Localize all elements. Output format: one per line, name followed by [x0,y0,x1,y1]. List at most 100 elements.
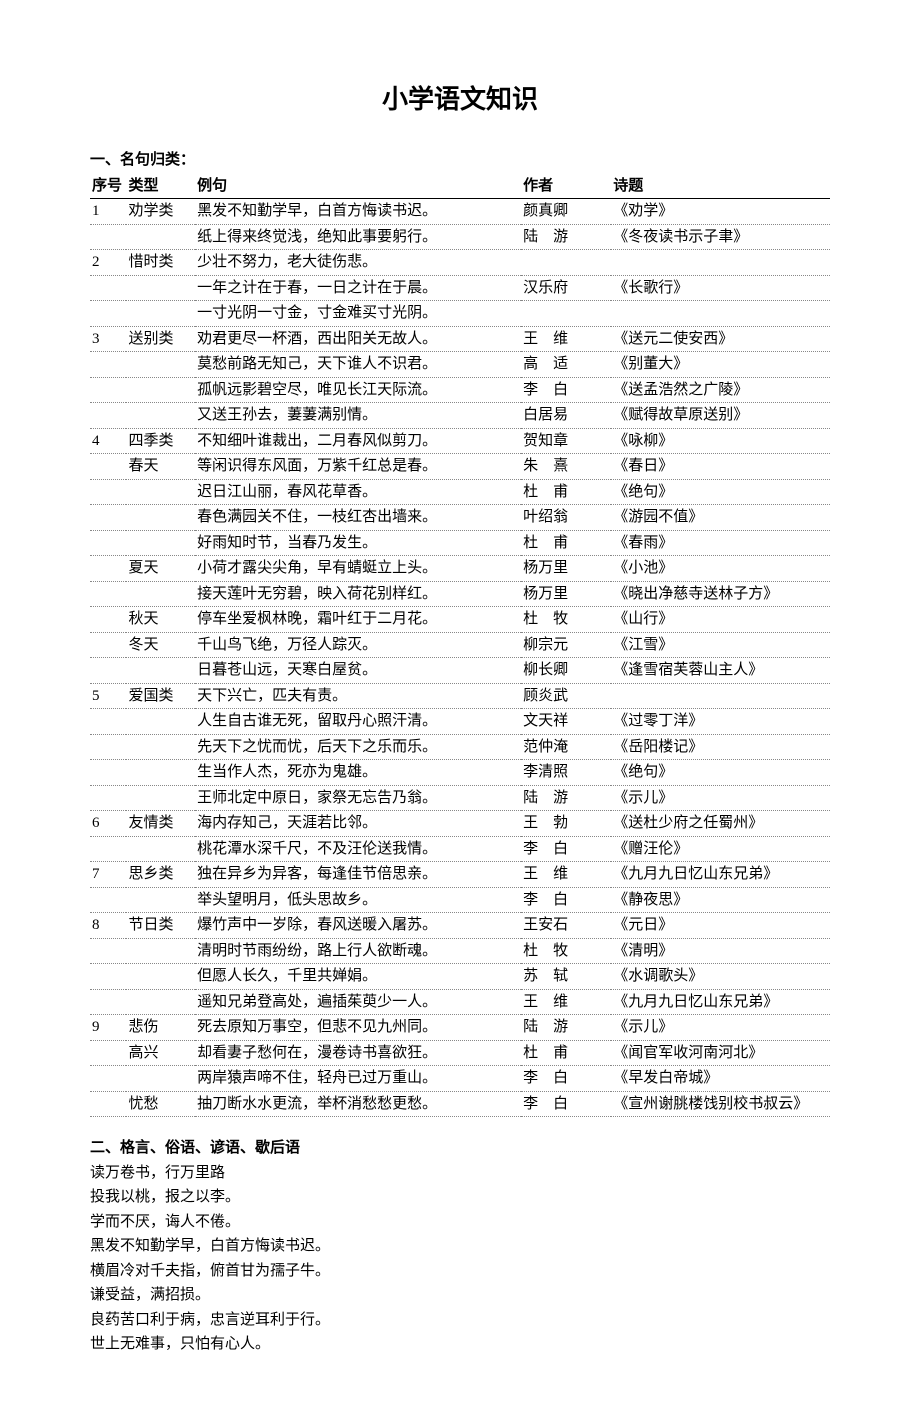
cell-author: 颜真卿 [521,199,611,225]
table-row: 接天莲叶无穷碧，映入荷花别样红。杨万里《晓出净慈寺送林子方》 [90,581,830,607]
cell-type [126,581,195,607]
cell-num [90,505,126,531]
cell-num [90,352,126,378]
cell-num [90,632,126,658]
cell-type: 四季类 [126,428,195,454]
cell-title: 《过零丁洋》 [611,709,830,735]
cell-author: 李 白 [521,836,611,862]
cell-author: 朱 熹 [521,454,611,480]
cell-author: 李 白 [521,1066,611,1092]
header-type: 类型 [126,174,195,199]
table-row: 1劝学类黑发不知勤学早，白首方悔读书迟。颜真卿《劝学》 [90,199,830,225]
cell-num [90,581,126,607]
table-row: 秋天停车坐爱枫林晚，霜叶红于二月花。杜 牧《山行》 [90,607,830,633]
cell-title [611,250,830,276]
cell-num: 1 [90,199,126,225]
cell-sentence: 王师北定中原日，家祭无忘告乃翁。 [195,785,521,811]
cell-num [90,760,126,786]
table-row: 冬天千山鸟飞绝，万径人踪灭。柳宗元《江雪》 [90,632,830,658]
cell-num: 8 [90,913,126,939]
table-row: 举头望明月，低头思故乡。李 白《静夜思》 [90,887,830,913]
cell-sentence: 两岸猿声啼不住，轻舟已过万重山。 [195,1066,521,1092]
cell-sentence: 一年之计在于春，一日之计在于晨。 [195,275,521,301]
cell-title [611,301,830,327]
cell-author: 文天祥 [521,709,611,735]
cell-num [90,607,126,633]
cell-author: 范仲淹 [521,734,611,760]
cell-title: 《宣州谢朓楼饯别校书叔云》 [611,1091,830,1117]
cell-sentence: 一寸光阴一寸金，寸金难买寸光阴。 [195,301,521,327]
cell-type [126,836,195,862]
table-row: 孤帆远影碧空尽，唯见长江天际流。李 白《送孟浩然之广陵》 [90,377,830,403]
cell-sentence: 日暮苍山远，天寒白屋贫。 [195,658,521,684]
cell-title: 《江雪》 [611,632,830,658]
cell-author [521,301,611,327]
cell-num [90,989,126,1015]
table-row: 夏天小荷才露尖尖角，早有蜻蜓立上头。杨万里《小池》 [90,556,830,582]
cell-num: 2 [90,250,126,276]
cell-author: 王 维 [521,989,611,1015]
cell-author: 王 勃 [521,811,611,837]
cell-num [90,709,126,735]
cell-sentence: 死去原知万事空，但悲不见九州同。 [195,1015,521,1041]
table-row: 高兴却看妻子愁何在，漫卷诗书喜欲狂。杜 甫《闻官军收河南河北》 [90,1040,830,1066]
cell-sentence: 生当作人杰，死亦为鬼雄。 [195,760,521,786]
cell-author: 贺知章 [521,428,611,454]
cell-type: 高兴 [126,1040,195,1066]
quotes-table: 序号 类型 例句 作者 诗题 1劝学类黑发不知勤学早，白首方悔读书迟。颜真卿《劝… [90,174,830,1118]
cell-num [90,785,126,811]
cell-sentence: 小荷才露尖尖角，早有蜻蜓立上头。 [195,556,521,582]
cell-num [90,836,126,862]
cell-type: 友情类 [126,811,195,837]
table-row: 又送王孙去，萋萋满别情。白居易《赋得故草原送别》 [90,403,830,429]
cell-author: 杜 甫 [521,1040,611,1066]
cell-author: 高 适 [521,352,611,378]
cell-title: 《别董大》 [611,352,830,378]
cell-title: 《长歌行》 [611,275,830,301]
cell-type: 惜时类 [126,250,195,276]
cell-title: 《咏柳》 [611,428,830,454]
cell-type [126,224,195,250]
cell-author: 苏 轼 [521,964,611,990]
cell-sentence: 好雨知时节，当春乃发生。 [195,530,521,556]
cell-type [126,658,195,684]
cell-author: 王 维 [521,862,611,888]
cell-sentence: 天下兴亡，匹夫有责。 [195,683,521,709]
cell-type [126,352,195,378]
cell-num: 5 [90,683,126,709]
cell-sentence: 海内存知己，天涯若比邻。 [195,811,521,837]
saying-line: 世上无难事，只怕有心人。 [90,1333,830,1356]
cell-title: 《九月九日忆山东兄弟》 [611,862,830,888]
cell-title: 《清明》 [611,938,830,964]
table-row: 迟日江山丽，春风花草香。杜 甫《绝句》 [90,479,830,505]
cell-num [90,1066,126,1092]
cell-sentence: 举头望明月，低头思故乡。 [195,887,521,913]
cell-sentence: 清明时节雨纷纷，路上行人欲断魂。 [195,938,521,964]
cell-author: 叶绍翁 [521,505,611,531]
cell-title: 《春雨》 [611,530,830,556]
table-row: 7思乡类独在异乡为异客，每逢佳节倍思亲。王 维《九月九日忆山东兄弟》 [90,862,830,888]
cell-title: 《静夜思》 [611,887,830,913]
table-row: 好雨知时节，当春乃发生。杜 甫《春雨》 [90,530,830,556]
cell-num [90,1091,126,1117]
cell-author: 杨万里 [521,556,611,582]
cell-num [90,377,126,403]
cell-num [90,224,126,250]
cell-author: 王安石 [521,913,611,939]
cell-type: 悲伤 [126,1015,195,1041]
cell-sentence: 又送王孙去，萋萋满别情。 [195,403,521,429]
table-row: 日暮苍山远，天寒白屋贫。柳长卿《逢雪宿芙蓉山主人》 [90,658,830,684]
cell-title: 《春日》 [611,454,830,480]
cell-type: 劝学类 [126,199,195,225]
cell-title: 《绝句》 [611,760,830,786]
header-sentence: 例句 [195,174,521,199]
cell-sentence: 停车坐爱枫林晚，霜叶红于二月花。 [195,607,521,633]
table-header-row: 序号 类型 例句 作者 诗题 [90,174,830,199]
table-row: 4四季类不知细叶谁裁出，二月春风似剪刀。贺知章《咏柳》 [90,428,830,454]
cell-author: 王 维 [521,326,611,352]
cell-type: 春天 [126,454,195,480]
table-row: 桃花潭水深千尺，不及汪伦送我情。李 白《赠汪伦》 [90,836,830,862]
cell-type [126,938,195,964]
cell-title: 《绝句》 [611,479,830,505]
saying-line: 良药苦口利于病，忠言逆耳利于行。 [90,1309,830,1332]
